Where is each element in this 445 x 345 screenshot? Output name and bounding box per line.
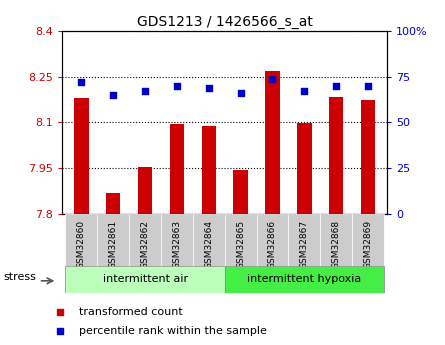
Bar <box>320 214 352 266</box>
Bar <box>352 214 384 266</box>
Text: intermittent hypoxia: intermittent hypoxia <box>247 275 361 284</box>
Bar <box>265 71 279 214</box>
Bar <box>329 97 344 214</box>
Point <box>364 83 372 89</box>
Bar <box>225 214 257 266</box>
Point <box>110 92 117 98</box>
Bar <box>257 214 288 266</box>
Text: stress: stress <box>3 272 36 282</box>
Point <box>237 90 244 96</box>
Point <box>56 328 63 334</box>
Text: intermittent air: intermittent air <box>102 275 188 284</box>
Point <box>78 79 85 85</box>
Bar <box>97 214 129 266</box>
Bar <box>65 214 97 266</box>
Text: GSM32865: GSM32865 <box>236 220 245 269</box>
Bar <box>288 214 320 266</box>
Title: GDS1213 / 1426566_s_at: GDS1213 / 1426566_s_at <box>137 14 313 29</box>
Point <box>56 309 63 315</box>
Text: GSM32868: GSM32868 <box>332 220 341 269</box>
Text: GSM32867: GSM32867 <box>300 220 309 269</box>
Bar <box>65 266 225 293</box>
Text: GSM32862: GSM32862 <box>141 220 150 269</box>
Bar <box>170 124 184 214</box>
Text: transformed count: transformed count <box>78 307 182 317</box>
Bar <box>138 167 152 214</box>
Text: percentile rank within the sample: percentile rank within the sample <box>78 326 267 336</box>
Bar <box>129 214 161 266</box>
Bar <box>234 170 248 214</box>
Text: GSM32864: GSM32864 <box>204 220 213 269</box>
Point <box>205 85 212 90</box>
Point <box>332 83 340 89</box>
Bar <box>225 266 384 293</box>
Bar <box>193 214 225 266</box>
Point <box>174 83 181 89</box>
Text: GSM32866: GSM32866 <box>268 220 277 269</box>
Text: GSM32863: GSM32863 <box>173 220 182 269</box>
Bar <box>297 123 311 214</box>
Text: GSM32869: GSM32869 <box>364 220 372 269</box>
Bar <box>361 100 375 214</box>
Bar <box>202 126 216 214</box>
Point <box>301 89 308 94</box>
Point <box>142 89 149 94</box>
Text: GSM32860: GSM32860 <box>77 220 86 269</box>
Bar <box>161 214 193 266</box>
Text: GSM32861: GSM32861 <box>109 220 118 269</box>
Point <box>269 76 276 81</box>
Bar <box>74 98 89 214</box>
Bar <box>106 193 121 214</box>
